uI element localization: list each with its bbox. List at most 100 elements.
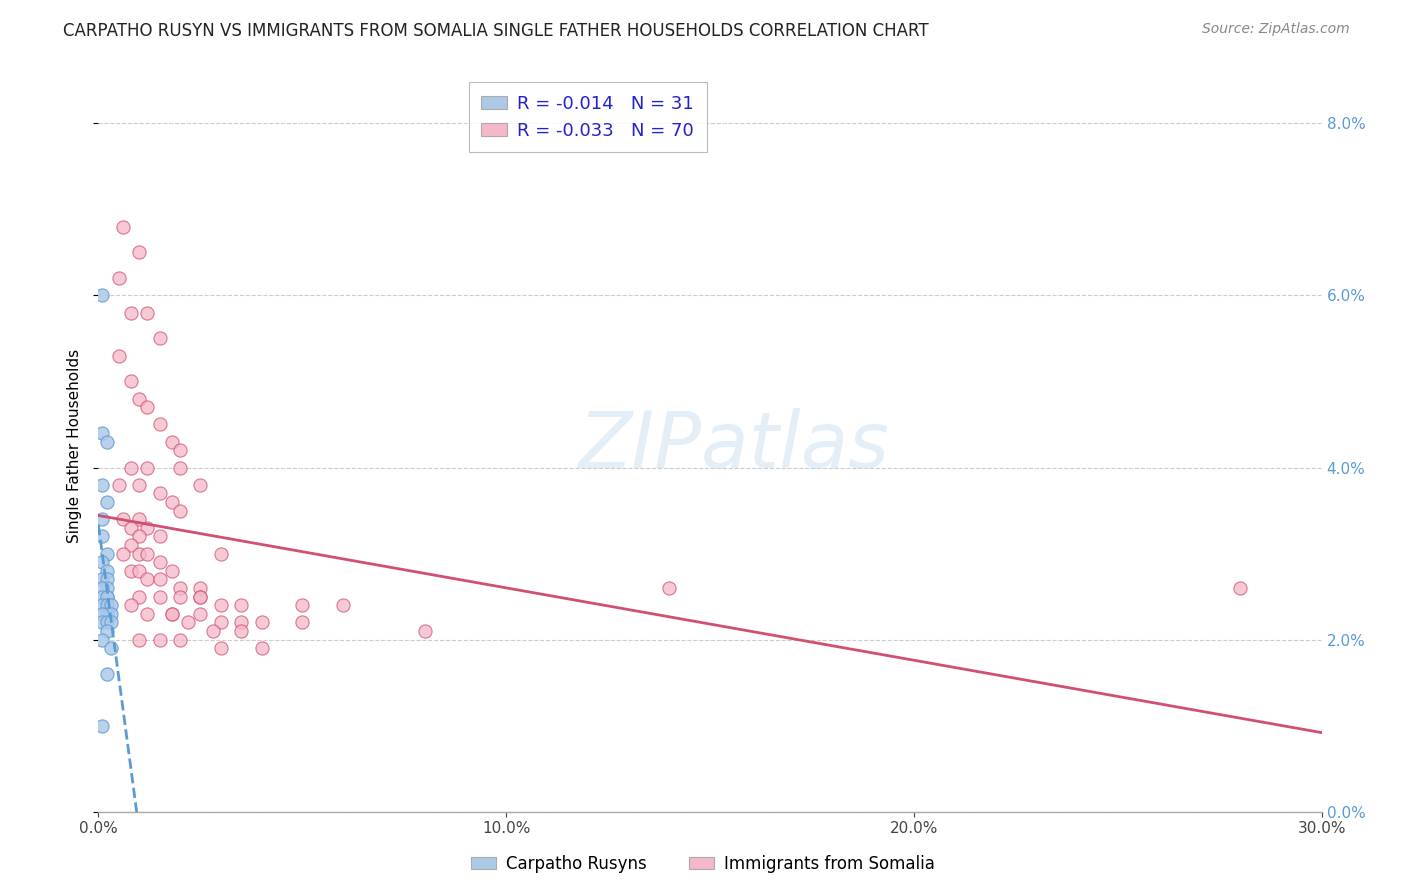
Point	[111, 219, 134, 234]
Point	[231, 624, 253, 638]
Point	[149, 417, 172, 432]
Point	[188, 607, 212, 621]
Point	[91, 615, 114, 630]
Point	[136, 547, 159, 561]
Point	[108, 271, 131, 285]
Point	[96, 573, 118, 587]
Point	[136, 521, 159, 535]
Point	[91, 598, 114, 612]
Point	[96, 590, 118, 604]
Point	[160, 607, 183, 621]
Point	[149, 529, 172, 543]
Point	[209, 598, 232, 612]
Point	[120, 598, 142, 612]
Point	[120, 460, 142, 475]
Point	[91, 288, 114, 302]
Point	[120, 521, 142, 535]
Point	[100, 615, 122, 630]
Point	[91, 632, 114, 647]
Point	[201, 624, 224, 638]
Point	[128, 547, 150, 561]
Point	[100, 598, 122, 612]
Point	[91, 512, 114, 526]
Point	[96, 564, 118, 578]
Point	[111, 512, 134, 526]
Point	[169, 632, 191, 647]
Point	[96, 667, 118, 681]
Point	[209, 641, 232, 656]
Point	[96, 598, 118, 612]
Point	[177, 615, 200, 630]
Point	[231, 598, 253, 612]
Point	[658, 581, 681, 595]
Point	[91, 590, 114, 604]
Point	[413, 624, 436, 638]
Point	[91, 607, 114, 621]
Point	[91, 719, 114, 733]
Point	[96, 434, 118, 449]
Point	[120, 375, 142, 389]
Point	[136, 305, 159, 319]
Point	[160, 434, 183, 449]
Point	[128, 477, 150, 491]
Point	[149, 331, 172, 345]
Point	[291, 615, 314, 630]
Legend: R = -0.014   N = 31, R = -0.033   N = 70: R = -0.014 N = 31, R = -0.033 N = 70	[468, 82, 707, 153]
Point	[250, 641, 273, 656]
Point	[169, 581, 191, 595]
Point	[96, 590, 118, 604]
Point	[188, 581, 212, 595]
Text: CARPATHO RUSYN VS IMMIGRANTS FROM SOMALIA SINGLE FATHER HOUSEHOLDS CORRELATION C: CARPATHO RUSYN VS IMMIGRANTS FROM SOMALI…	[63, 22, 929, 40]
Point	[91, 573, 114, 587]
Point	[96, 581, 118, 595]
Point	[136, 460, 159, 475]
Point	[291, 598, 314, 612]
Point	[149, 573, 172, 587]
Point	[128, 392, 150, 406]
Point	[120, 538, 142, 552]
Point	[91, 477, 114, 491]
Text: ZIPatlas: ZIPatlas	[579, 408, 890, 484]
Point	[188, 590, 212, 604]
Point	[149, 555, 172, 569]
Point	[149, 590, 172, 604]
Point	[209, 615, 232, 630]
Point	[91, 581, 114, 595]
Point	[91, 426, 114, 441]
Point	[111, 547, 134, 561]
Text: Source: ZipAtlas.com: Source: ZipAtlas.com	[1202, 22, 1350, 37]
Point	[1229, 581, 1251, 595]
Point	[91, 529, 114, 543]
Point	[209, 547, 232, 561]
Point	[149, 632, 172, 647]
Point	[100, 641, 122, 656]
Point	[120, 564, 142, 578]
Point	[96, 547, 118, 561]
Point	[96, 615, 118, 630]
Point	[169, 503, 191, 517]
Point	[160, 495, 183, 509]
Point	[160, 607, 183, 621]
Point	[96, 495, 118, 509]
Point	[169, 443, 191, 458]
Point	[128, 564, 150, 578]
Point	[108, 349, 131, 363]
Point	[136, 401, 159, 415]
Point	[128, 245, 150, 260]
Y-axis label: Single Father Households: Single Father Households	[67, 349, 83, 543]
Point	[136, 607, 159, 621]
Point	[169, 590, 191, 604]
Point	[128, 512, 150, 526]
Point	[96, 624, 118, 638]
Point	[108, 477, 131, 491]
Point	[120, 305, 142, 319]
Point	[136, 573, 159, 587]
Point	[91, 555, 114, 569]
Point	[169, 460, 191, 475]
Point	[96, 607, 118, 621]
Point	[128, 529, 150, 543]
Point	[332, 598, 354, 612]
Point	[188, 590, 212, 604]
Point	[160, 564, 183, 578]
Point	[149, 486, 172, 500]
